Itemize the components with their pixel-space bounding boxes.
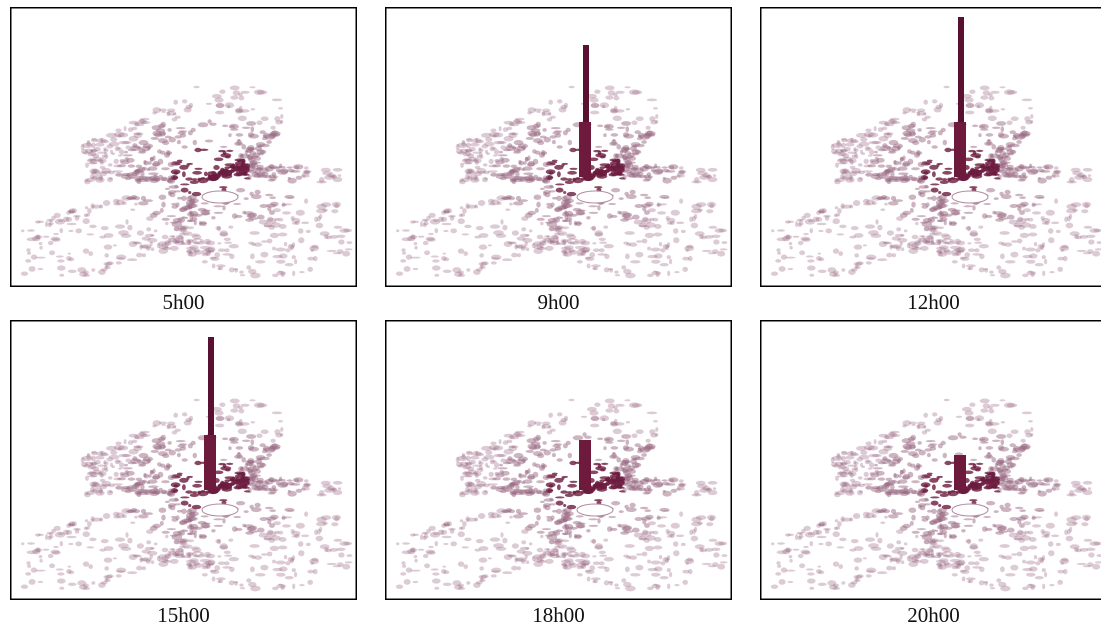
map-panel [760,320,1101,600]
panel-caption: 20h00 [760,603,1101,628]
map-panel [10,320,357,600]
map-graphic [385,7,732,287]
panel-caption: 5h00 [10,290,357,315]
panel-caption: 9h00 [385,290,732,315]
map-graphic [10,320,357,600]
panel-caption: 18h00 [385,603,732,628]
panel-caption: 15h00 [10,603,357,628]
spike-base [954,122,966,177]
map-panel [760,7,1101,287]
map-graphic [760,7,1101,287]
map-graphic [385,320,732,600]
map-panel [385,7,732,287]
map-graphic [760,320,1101,600]
spike-base [954,455,966,490]
spike-base [579,122,591,177]
map-panel [10,7,357,287]
figure: 5h00 9h00 12h00 15h00 18h00 20h00 [0,0,1101,632]
map-panel [385,320,732,600]
spike-base [579,440,591,490]
spike-base [204,435,216,490]
panel-caption: 12h00 [760,290,1101,315]
map-graphic [10,7,357,287]
